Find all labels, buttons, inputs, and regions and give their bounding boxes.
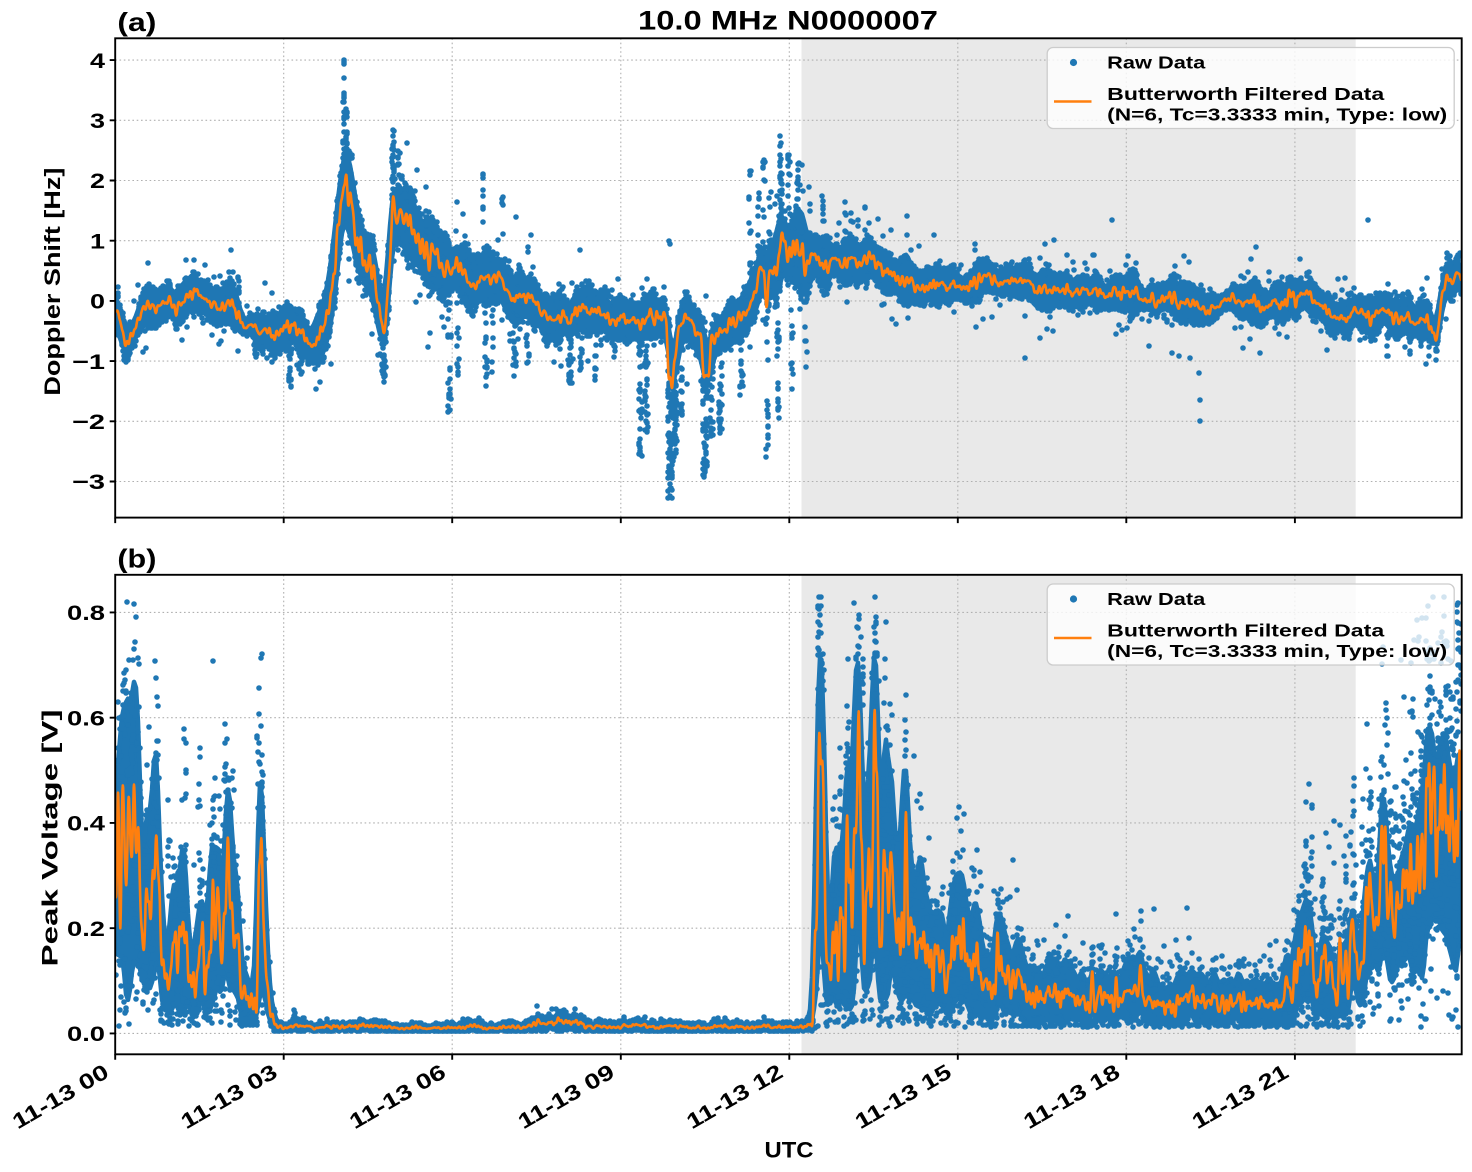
svg-text:(N=6, Tc=3.3333 min, Type: low: (N=6, Tc=3.3333 min, Type: low) bbox=[1107, 105, 1447, 125]
svg-text:(N=6, Tc=3.3333 min, Type: low: (N=6, Tc=3.3333 min, Type: low) bbox=[1107, 641, 1447, 661]
svg-text:0.4: 0.4 bbox=[67, 812, 105, 836]
svg-text:(a): (a) bbox=[117, 7, 156, 37]
svg-text:10.0 MHz N0000007: 10.0 MHz N0000007 bbox=[638, 6, 938, 36]
svg-text:4: 4 bbox=[90, 49, 105, 73]
svg-text:2: 2 bbox=[90, 169, 105, 193]
svg-text:Raw Data: Raw Data bbox=[1107, 53, 1205, 73]
svg-text:0.0: 0.0 bbox=[67, 1022, 105, 1046]
svg-text:0: 0 bbox=[90, 290, 105, 314]
svg-text:0.2: 0.2 bbox=[67, 917, 105, 941]
svg-text:−1: −1 bbox=[72, 350, 105, 374]
svg-text:0.8: 0.8 bbox=[67, 601, 105, 625]
svg-text:Butterworth Filtered Data: Butterworth Filtered Data bbox=[1107, 621, 1384, 641]
svg-text:Doppler Shift [Hz]: Doppler Shift [Hz] bbox=[40, 168, 65, 396]
svg-text:1: 1 bbox=[90, 229, 105, 253]
svg-text:−2: −2 bbox=[72, 410, 105, 434]
svg-text:−3: −3 bbox=[72, 470, 105, 494]
svg-text:Butterworth Filtered Data: Butterworth Filtered Data bbox=[1107, 84, 1384, 104]
svg-text:Raw Data: Raw Data bbox=[1107, 589, 1205, 609]
svg-text:3: 3 bbox=[90, 109, 105, 133]
svg-text:0.6: 0.6 bbox=[67, 706, 105, 730]
svg-text:Peak Voltage [V]: Peak Voltage [V] bbox=[38, 710, 63, 967]
svg-text:UTC: UTC bbox=[765, 1138, 814, 1163]
svg-text:(b): (b) bbox=[117, 544, 156, 574]
